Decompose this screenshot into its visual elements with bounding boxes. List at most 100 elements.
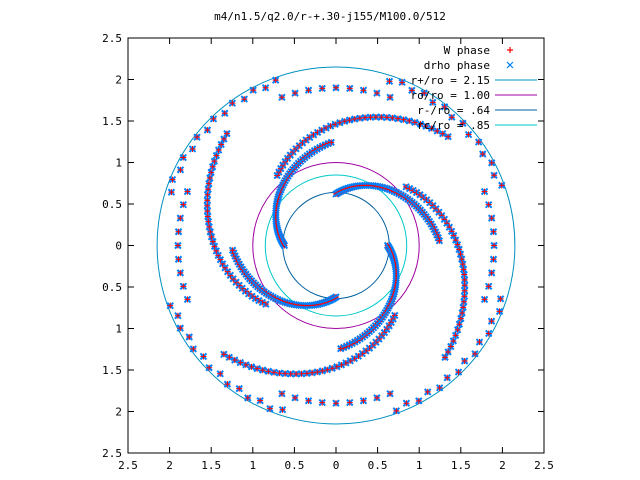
w-phase-point [439,130,446,137]
x-tick-label: 2 [499,459,506,472]
w-phase-point [319,367,326,374]
radius-circle [282,191,390,300]
w-phase-point [236,282,243,289]
w-phase-point [373,90,380,97]
w-phase-point [298,370,305,377]
w-phase-point [375,336,382,343]
w-phase-point [292,90,299,97]
w-phase-point [360,87,367,94]
radius-circle [156,66,516,425]
w-phase-point [456,321,463,328]
w-phase-point [184,296,191,303]
w-phase-point [233,279,240,286]
w-phase-point [488,215,495,222]
w-phase-point [461,271,468,278]
w-phase-point [218,141,225,148]
x-tick-label: 0.5 [284,459,304,472]
w-phase-point [424,388,431,395]
y-tick-label: 1 [115,323,122,336]
w-phase-point [459,309,466,316]
w-phase-point [488,269,495,276]
w-phase-point [479,151,486,158]
legend-marker [506,61,514,69]
w-phase-point [387,390,394,397]
w-phase-point [236,385,243,392]
w-phase-point [229,247,236,254]
w-phase-point [356,115,363,122]
w-phase-point [204,197,211,204]
w-phase-point [378,332,385,339]
w-phase-point [460,266,467,273]
w-phase-point [174,312,181,319]
legend-label: r+/ro = 2.15 [411,74,490,87]
w-phase-point [369,342,376,349]
w-phase-point [488,159,495,166]
w-phase-point [329,365,336,372]
w-phase-point [272,77,279,84]
w-phase-point [221,110,228,117]
w-phase-point [305,397,312,404]
w-phase-point [488,318,495,325]
w-phase-point [459,120,466,127]
w-phase-point [481,188,488,195]
w-phase-point [239,285,246,292]
w-phase-point [314,368,321,375]
w-phase-point [346,399,353,406]
w-phase-point [257,397,264,404]
w-phase-point [434,127,441,134]
w-phase-point [224,381,231,388]
w-phase-point [184,188,191,195]
w-phase-point [180,201,187,208]
w-phase-point [454,326,461,333]
w-phase-point [415,397,422,404]
w-phase-point [399,79,406,86]
w-phase-point [459,261,466,268]
w-phase-point [461,287,468,294]
w-phase-point [177,215,184,222]
legend-label: r-/ro = .64 [417,104,490,117]
w-phase-point [270,369,277,376]
w-phase-point [211,158,218,165]
w-phase-point [457,315,464,322]
radius-circle [264,174,408,317]
w-phase-point [177,166,184,173]
w-phase-point [421,90,428,97]
w-phase-point [208,233,215,240]
w-phase-point [411,119,418,126]
w-phase-point [303,370,310,377]
x-tick-label: 2.5 [534,459,554,472]
w-phase-point [485,330,492,337]
w-phase-point [293,370,300,377]
w-phase-point [242,288,249,295]
x-tick-label: 1.5 [451,459,471,472]
w-phase-point [204,202,211,209]
w-phase-point [319,399,326,406]
w-phase-point [282,370,289,377]
w-phase-point [174,242,181,249]
w-phase-point [400,116,407,123]
w-phase-point [485,201,492,208]
w-phase-point [490,228,497,235]
w-phase-point [386,78,393,85]
radius-circle [252,162,420,329]
x-tick-label: 1.5 [201,459,221,472]
w-phase-point [250,87,257,94]
w-phase-point [362,114,369,121]
w-phase-point [460,304,467,311]
w-phase-point [287,152,294,159]
w-phase-point [481,296,488,303]
w-phase-point [476,339,483,346]
w-phase-point [210,115,217,122]
w-phase-point [194,134,201,141]
w-phase-point [206,223,213,230]
w-phase-point [279,406,286,413]
w-phase-point [229,100,236,107]
w-phase-point [244,394,251,401]
w-phase-point [378,114,385,121]
w-phase-point [337,345,344,352]
w-phase-point [436,384,443,391]
w-phase-point [360,397,367,404]
w-phase-point [204,213,211,220]
w-phase-point [206,175,213,182]
x-tick-label: 0 [333,459,340,472]
